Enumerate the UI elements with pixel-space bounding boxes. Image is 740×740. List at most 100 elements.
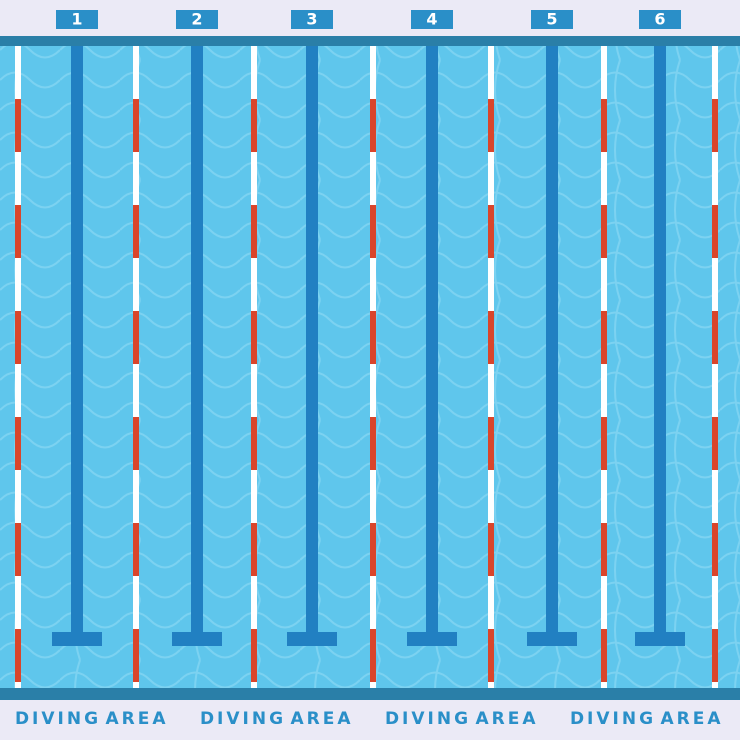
lane-number-box: [639, 10, 681, 29]
lane-rope-segment: [370, 99, 376, 152]
lane-rope-segment: [15, 258, 21, 311]
lane-rope-segment: [488, 152, 494, 205]
lane-rope-segment: [370, 523, 376, 576]
lane-rope-segment: [15, 311, 21, 364]
lane-rope-segment: [133, 152, 139, 205]
lane-rope-segment: [712, 523, 718, 576]
lane-rope-segment: [370, 682, 376, 688]
lane-rope-segment: [370, 258, 376, 311]
lane-rope-segment: [251, 682, 257, 688]
lane-rope-segment: [488, 46, 494, 99]
lane-rope-segment: [251, 470, 257, 523]
footer-word: AREA: [290, 709, 353, 729]
lane-rope-segment: [370, 311, 376, 364]
lane-rope-segment: [133, 523, 139, 576]
bottom-deck: [0, 700, 740, 740]
lane-rope-segment: [15, 46, 21, 99]
lane-rope-segment: [251, 311, 257, 364]
lane-rope-segment: [488, 682, 494, 688]
footer-word: DIVING: [15, 709, 101, 729]
lane-number-box: [531, 10, 573, 29]
lane-rope-segment: [601, 629, 607, 682]
lane-rope-segment: [15, 523, 21, 576]
lane-rope-segment: [370, 576, 376, 629]
lane-rope-segment: [133, 576, 139, 629]
lane-rope-segment: [133, 629, 139, 682]
footer-word: AREA: [475, 709, 538, 729]
lane-rope-segment: [251, 364, 257, 417]
lane-line: [306, 46, 318, 636]
lane-rope-segment: [488, 629, 494, 682]
lane-rope-segment: [601, 46, 607, 99]
lane-rope-segment: [712, 682, 718, 688]
bottom-edge: [0, 688, 740, 700]
lane-number: 2: [191, 10, 202, 29]
lane-rope-segment: [251, 576, 257, 629]
lane-rope-segment: [712, 258, 718, 311]
lane-rope-segment: [712, 417, 718, 470]
lane-rope-segment: [712, 46, 718, 99]
lane-rope-segment: [15, 682, 21, 688]
lane-rope-segment: [601, 682, 607, 688]
footer-word: DIVING: [570, 709, 656, 729]
lane-rope-segment: [370, 46, 376, 99]
lane-rope-segment: [15, 470, 21, 523]
lane-rope-segment: [251, 46, 257, 99]
lane-rope-segment: [15, 364, 21, 417]
lane-rope-segment: [133, 205, 139, 258]
lane-rope-segment: [601, 576, 607, 629]
lane-rope-segment: [601, 523, 607, 576]
lane-line-t: [527, 632, 577, 646]
lane-rope-segment: [370, 205, 376, 258]
lane-line-t: [407, 632, 457, 646]
lane-rope-segment: [133, 364, 139, 417]
lane-rope-segment: [15, 205, 21, 258]
lane-rope-segment: [15, 417, 21, 470]
lane-rope-segment: [251, 152, 257, 205]
lane-number: 6: [654, 10, 665, 29]
footer-word: DIVING: [200, 709, 286, 729]
lane-rope-segment: [488, 364, 494, 417]
lane-rope-segment: [712, 364, 718, 417]
footer-word: DIVING: [385, 709, 471, 729]
lane-line-t: [52, 632, 102, 646]
lane-rope-segment: [370, 364, 376, 417]
lane-number-box: [56, 10, 98, 29]
lane-line: [191, 46, 203, 636]
lane-rope-segment: [601, 205, 607, 258]
lane-line: [654, 46, 666, 636]
lane-number: 4: [426, 10, 437, 29]
lane-rope-segment: [601, 470, 607, 523]
lane-rope-segment: [15, 629, 21, 682]
lane-rope-segment: [712, 152, 718, 205]
top-edge: [0, 36, 740, 46]
lane-number-box: [291, 10, 333, 29]
lane-rope-segment: [370, 470, 376, 523]
lane-number: 5: [546, 10, 557, 29]
lane-rope-segment: [370, 152, 376, 205]
lane-rope-segment: [488, 576, 494, 629]
lane-rope-segment: [251, 258, 257, 311]
lane-rope-segment: [488, 311, 494, 364]
footer-word: AREA: [105, 709, 168, 729]
lane-rope-segment: [251, 523, 257, 576]
lane-rope-segment: [601, 152, 607, 205]
lane-line: [426, 46, 438, 636]
top-deck: [0, 0, 740, 36]
lane-rope-segment: [133, 46, 139, 99]
lane-line: [546, 46, 558, 636]
lane-rope-segment: [15, 152, 21, 205]
lane-rope-segment: [712, 470, 718, 523]
lane-rope-segment: [488, 417, 494, 470]
lane-rope-segment: [601, 311, 607, 364]
lane-rope-segment: [133, 417, 139, 470]
lane-rope-segment: [601, 99, 607, 152]
lane-rope-segment: [488, 205, 494, 258]
lane-rope-segment: [15, 576, 21, 629]
lane-rope-segment: [251, 417, 257, 470]
lane-rope-segment: [601, 417, 607, 470]
lane-rope-segment: [370, 417, 376, 470]
lane-rope-segment: [712, 629, 718, 682]
lane-rope-segment: [601, 364, 607, 417]
lane-rope-segment: [15, 99, 21, 152]
